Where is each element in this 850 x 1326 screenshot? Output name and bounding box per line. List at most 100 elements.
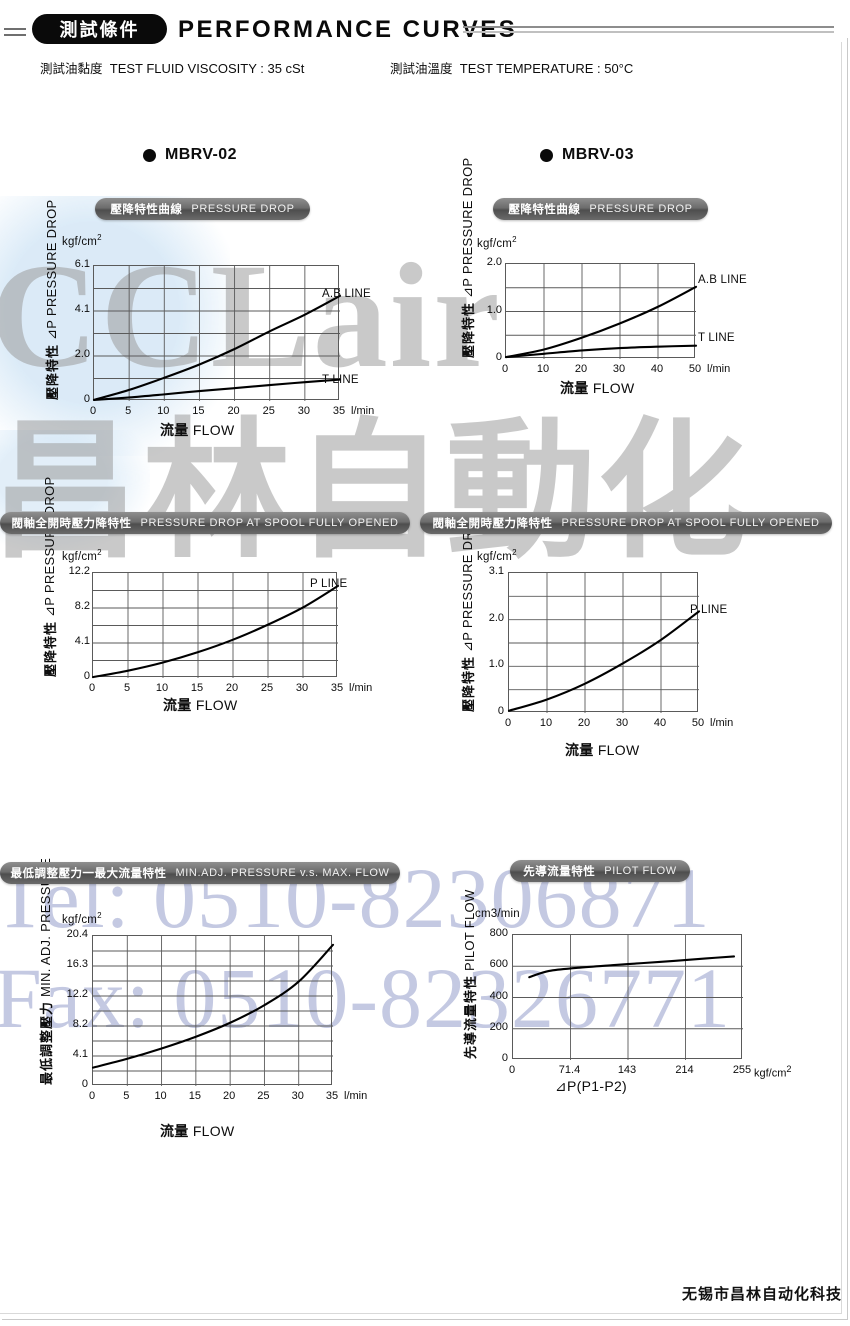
x-axis-title-en: FLOW — [192, 1123, 235, 1139]
x-tick-mbrv03-spool-fully-opened-0: 0 — [504, 717, 512, 729]
plot-svg — [507, 573, 701, 713]
x-axis-title-mbrv02-spool-fully-opened: 流量 FLOW — [163, 695, 237, 715]
y-tick-mbrv02-pressure-drop-1: 2.0 — [74, 348, 90, 360]
plot-area-min-adj-pressure-vs-max-flow — [91, 935, 335, 1086]
curve-p-line — [91, 584, 340, 679]
model-label: MBRV-02 — [165, 146, 237, 163]
x-tick-mbrv02-pressure-drop-7: 35 — [332, 405, 346, 417]
y-tick-mbrv02-spool-fully-opened-1: 4.1 — [74, 635, 90, 647]
y-tick-mbrv02-spool-fully-opened-2: 8.2 — [74, 600, 90, 612]
chart-title-cn: 壓降特性曲線 — [508, 204, 581, 216]
x-tick-mbrv03-pressure-drop-2: 20 — [574, 363, 588, 375]
y-axis-label-cn: 壓降特性 — [43, 620, 58, 677]
x-axis-title-cn: 流量 — [163, 697, 192, 713]
bullet-dot-icon — [143, 148, 156, 162]
x-axis-title-pilot-flow: ⊿P(P1-P2) — [555, 1078, 627, 1095]
x-tick-mbrv02-spool-fully-opened-4: 20 — [225, 682, 239, 694]
y-axis-label-en: ⊿P PRESSURE DROP — [459, 157, 475, 298]
x-tick-pilot-flow-1: 71.4 — [558, 1064, 581, 1076]
plot-area-mbrv03-spool-fully-opened — [507, 572, 701, 713]
chart-title-cn: 壓降特性曲線 — [110, 204, 183, 216]
x-tick-min-adj-pressure-vs-max-flow-2: 10 — [154, 1090, 167, 1102]
chart-title-en: PRESSURE DROP — [191, 203, 295, 215]
y-axis-unit-min-adj-pressure-vs-max-flow: kgf/cm2 — [62, 911, 102, 926]
y-axis-label-pilot-flow: 先導流量特性 PILOT FLOW — [460, 889, 479, 1059]
x-axis-title-cn: 流量 — [160, 1123, 189, 1139]
y-tick-min-adj-pressure-vs-max-flow-1: 4.1 — [72, 1048, 88, 1060]
x-tick-min-adj-pressure-vs-max-flow-5: 25 — [257, 1090, 270, 1102]
curve-a-b-line — [504, 285, 698, 359]
x-tick-min-adj-pressure-vs-max-flow-0: 0 — [88, 1090, 96, 1102]
x-tick-min-adj-pressure-vs-max-flow-6: 30 — [291, 1090, 304, 1102]
chart-title-pill-min-adj-pressure-vs-max-flow: 最低調整壓力一最大流量特性 MIN.ADJ. PRESSURE v.s. MAX.… — [0, 862, 400, 884]
x-axis-title-en: FLOW — [192, 422, 235, 438]
y-tick-mbrv02-pressure-drop-3: 6.1 — [74, 258, 90, 270]
y-axis-unit-pilot-flow: cm3/min — [475, 908, 520, 920]
curve-main — [91, 943, 335, 1069]
test-condition-viscosity: 測試油黏度 TEST FLUID VISCOSITY : 35 cSt — [40, 58, 304, 77]
x-axis-unit-min-adj-pressure-vs-max-flow: l/min — [344, 1090, 368, 1102]
chart-title-en: PRESSURE DROP AT SPOOL FULLY OPENED — [561, 517, 820, 529]
x-axis-title-en: FLOW — [597, 742, 640, 758]
watermark-brand-cn: 昌林自動化 — [0, 410, 751, 576]
y-axis-unit-mbrv02-pressure-drop: kgf/cm2 — [62, 233, 102, 248]
chart-title-cn: 閥軸全開時壓力降特性 — [11, 518, 132, 530]
test-condition-temperature: 測試油溫度 TEST TEMPERATURE : 50°C — [390, 58, 633, 77]
curve-label-a-b-line: A.B LINE — [322, 288, 371, 300]
x-axis-title-mbrv03-spool-fully-opened: 流量 FLOW — [565, 740, 639, 760]
y-tick-mbrv02-spool-fully-opened-0: 0 — [83, 670, 90, 682]
chart-title-cn: 閥軸全開時壓力降特性 — [432, 518, 553, 530]
curve-t-line — [504, 344, 698, 359]
x-axis-title-mbrv02-pressure-drop: 流量 FLOW — [160, 420, 234, 440]
y-tick-pilot-flow-0: 0 — [501, 1052, 508, 1064]
footer-company: 无锡市昌林自动化科技 — [681, 1286, 842, 1303]
y-tick-mbrv03-spool-fully-opened-2: 2.0 — [488, 611, 504, 624]
x-tick-pilot-flow-4: 255 — [732, 1064, 752, 1076]
test-condition-badge: 測試條件 — [32, 14, 167, 44]
y-tick-mbrv02-spool-fully-opened-3: 12.2 — [68, 565, 90, 577]
model-label: MBRV-03 — [562, 146, 634, 163]
y-tick-mbrv03-pressure-drop-2: 2.0 — [486, 256, 502, 268]
viscosity-label-en: TEST FLUID VISCOSITY : 35 cSt — [109, 61, 305, 76]
curve-label-a-b-line: A.B LINE — [698, 274, 747, 286]
x-tick-mbrv02-spool-fully-opened-2: 10 — [155, 682, 169, 694]
x-axis-unit-pilot-flow: kgf/cm2 — [754, 1064, 792, 1080]
y-axis-unit-mbrv03-spool-fully-opened: kgf/cm2 — [477, 548, 517, 563]
x-tick-mbrv03-spool-fully-opened-5: 50 — [691, 717, 705, 729]
x-tick-mbrv02-spool-fully-opened-1: 5 — [123, 682, 131, 694]
plot-svg — [91, 936, 335, 1086]
x-tick-mbrv02-spool-fully-opened-7: 35 — [330, 682, 344, 694]
x-tick-mbrv03-spool-fully-opened-2: 20 — [577, 717, 591, 729]
x-axis-title-cn: 流量 — [560, 380, 589, 396]
x-tick-mbrv03-pressure-drop-0: 0 — [501, 363, 509, 375]
plot-svg — [92, 266, 342, 401]
x-tick-mbrv02-pressure-drop-3: 15 — [192, 405, 205, 417]
plot-svg — [513, 935, 743, 1060]
y-tick-mbrv03-spool-fully-opened-3: 3.1 — [488, 565, 504, 577]
y-tick-mbrv03-spool-fully-opened-1: 1.0 — [488, 658, 504, 671]
y-tick-min-adj-pressure-vs-max-flow-2: 8.2 — [72, 1018, 88, 1030]
x-tick-min-adj-pressure-vs-max-flow-3: 15 — [188, 1090, 201, 1102]
y-tick-min-adj-pressure-vs-max-flow-3: 12.2 — [66, 988, 88, 1000]
curve-t-line — [92, 378, 342, 401]
chart-title-en: MIN.ADJ. PRESSURE v.s. MAX. FLOW — [175, 867, 390, 879]
temperature-label-cn: 測試油溫度 — [390, 62, 453, 76]
y-axis-label-en: ⊿P PRESSURE DROP — [41, 476, 57, 617]
y-axis-label-mbrv02-pressure-drop: 壓降特性 ⊿P PRESSURE DROP — [42, 200, 61, 400]
plot-area-pilot-flow — [512, 934, 743, 1060]
y-axis-unit-mbrv02-spool-fully-opened: kgf/cm2 — [62, 548, 102, 563]
page-header: 測試條件 PERFORMANCE CURVES — [0, 14, 850, 48]
x-tick-mbrv02-pressure-drop-6: 30 — [297, 405, 310, 417]
chart-title-pill-pilot-flow: 先導流量特性 PILOT FLOW — [510, 860, 690, 882]
x-tick-mbrv02-pressure-drop-0: 0 — [89, 405, 97, 417]
x-tick-mbrv02-pressure-drop-5: 25 — [262, 405, 275, 417]
chart-title-cn: 最低調整壓力一最大流量特性 — [10, 868, 167, 880]
test-conditions: 測試油黏度 TEST FLUID VISCOSITY : 35 cSt 測試油溫… — [0, 58, 850, 80]
x-axis-title-en: ⊿P(P1-P2) — [555, 1078, 628, 1094]
x-tick-mbrv02-pressure-drop-2: 10 — [157, 405, 170, 417]
curve-label-t-line: T LINE — [322, 374, 359, 386]
y-tick-mbrv02-pressure-drop-2: 4.1 — [74, 303, 90, 315]
header-dash-icon — [4, 28, 26, 40]
model-title-mbrv-03: MBRV-03 — [540, 146, 634, 164]
